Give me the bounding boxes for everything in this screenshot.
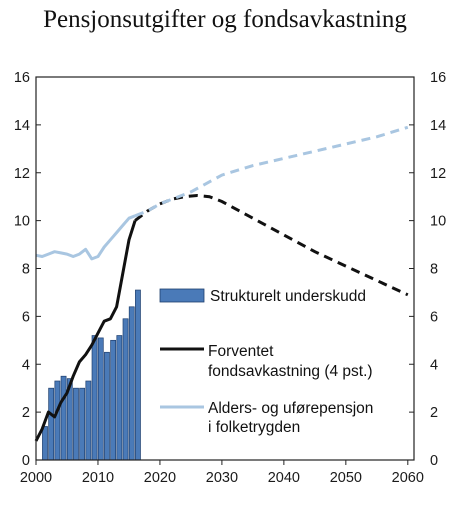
x-tick-label: 2030: [206, 470, 238, 486]
legend: Strukturelt underskudd Forventet fondsav…: [159, 288, 373, 436]
bar-2003: [54, 380, 61, 461]
legend-label-fund-line2: fondsavkastning (4 pst.): [208, 363, 373, 380]
y-tick-label-right: 12: [430, 166, 446, 182]
legend-label-pension-line2: i folketrygden: [208, 419, 300, 436]
y-tick-label-left: 12: [14, 166, 30, 182]
y-tick-label-right: 4: [430, 357, 438, 373]
bar-2016: [135, 289, 141, 461]
y-axis-ticks: 0 0 2 2 4 4 6 6 8 8 10 10 12 12 14 14 16 16: [14, 70, 446, 469]
bar-2001: [42, 426, 48, 461]
y-tick-label-left: 8: [22, 262, 30, 278]
bar-2013: [116, 335, 123, 461]
bar-series-group: [42, 289, 141, 461]
y-tick-label-left: 14: [14, 118, 30, 134]
legend-label-pension-line1: Alders- og uførepensjon: [208, 400, 373, 417]
y-tick-label-right: 6: [430, 309, 438, 325]
x-tick-label: 2060: [392, 470, 424, 486]
legend-bar-swatch: [159, 288, 205, 303]
bar-2002: [48, 387, 55, 461]
y-tick-label-right: 0: [430, 453, 438, 469]
bar-2012: [110, 339, 117, 461]
line-series-group: [34, 125, 409, 442]
chart-title: Pensjonsutgifter og fondsavkastning: [43, 6, 407, 33]
bar-2011: [104, 351, 110, 461]
bar-2007: [79, 387, 86, 461]
y-tick-label-left: 2: [22, 405, 30, 421]
x-tick-label: 2040: [268, 470, 300, 486]
x-tick-label: 2050: [330, 470, 362, 486]
legend-label-bars: Strukturelt underskudd: [210, 288, 366, 305]
bar-2009: [91, 335, 98, 461]
y-tick-label-left: 4: [22, 357, 30, 373]
bar-2004: [60, 375, 67, 461]
bar-2006: [73, 387, 79, 461]
y-tick-label-left: 6: [22, 309, 30, 325]
y-tick-label-left: 0: [22, 453, 30, 469]
y-tick-label-right: 16: [430, 70, 446, 86]
y-tick-label-left: 10: [14, 214, 30, 230]
y-tick-label-left: 16: [14, 70, 30, 86]
y-tick-label-right: 14: [430, 118, 446, 134]
line-series-1-historical: [35, 214, 136, 261]
y-tick-label-right: 8: [430, 262, 438, 278]
y-tick-label-right: 2: [430, 405, 438, 421]
bar-2008: [85, 380, 92, 461]
y-tick-label-right: 10: [430, 214, 446, 230]
x-axis-ticks: 2000 2010 2020 2030 2040 2050 2060: [20, 460, 424, 486]
line-series-1-projection: [134, 125, 409, 218]
legend-label-fund-line1: Forventet: [208, 343, 274, 360]
x-tick-label: 2010: [82, 470, 114, 486]
bar-2010: [97, 337, 104, 461]
line-series-0-projection: [134, 193, 409, 297]
x-tick-label: 2020: [144, 470, 176, 486]
line-series-0-historical: [34, 220, 137, 442]
bar-2014: [122, 318, 129, 461]
x-tick-label: 2000: [20, 470, 52, 486]
bar-2015: [128, 306, 135, 461]
